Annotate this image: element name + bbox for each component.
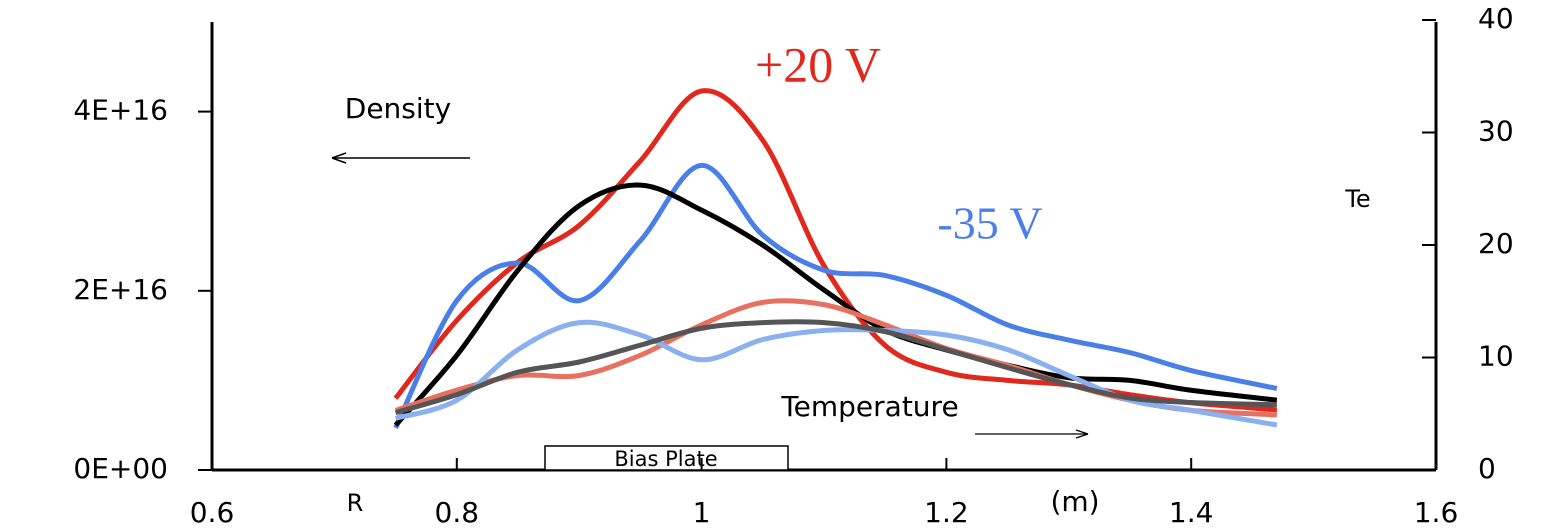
x-tick-label: 1 [693,496,711,529]
y-tick-label: 0E+00 [73,452,168,485]
x-tick-label: 1.2 [924,496,969,529]
y2-tick-label: 30 [1478,115,1514,148]
x-label: (m) [1050,485,1099,518]
annotation: +20 V [755,36,881,92]
arrow-head [331,152,347,164]
x-tick-label: 1.6 [1414,496,1459,529]
series-line [394,319,1277,416]
x-tick-label: 0.8 [435,496,480,529]
bias-plate [544,445,789,471]
annotation: Temperature [780,390,958,423]
annotation: R [347,489,364,517]
y2-tick-label: 0 [1478,452,1496,485]
annotation: Density [345,92,451,125]
y-tick-label: 2E+16 [73,273,168,306]
y2-tick-label: 10 [1478,340,1514,373]
y2-label: Te [1344,185,1370,213]
arrow-head [1075,429,1089,439]
annotation: Bias Plate [614,447,717,471]
y-tick-label: 4E+16 [73,94,168,127]
annotation: -35 V [937,198,1042,249]
x-tick-label: 0.6 [190,496,235,529]
y2-tick-label: 40 [1478,2,1514,35]
series-line [393,182,1278,427]
y2-tick-label: 20 [1478,227,1514,260]
x-tick-label: 1.4 [1169,496,1214,529]
series-line [393,88,1278,413]
